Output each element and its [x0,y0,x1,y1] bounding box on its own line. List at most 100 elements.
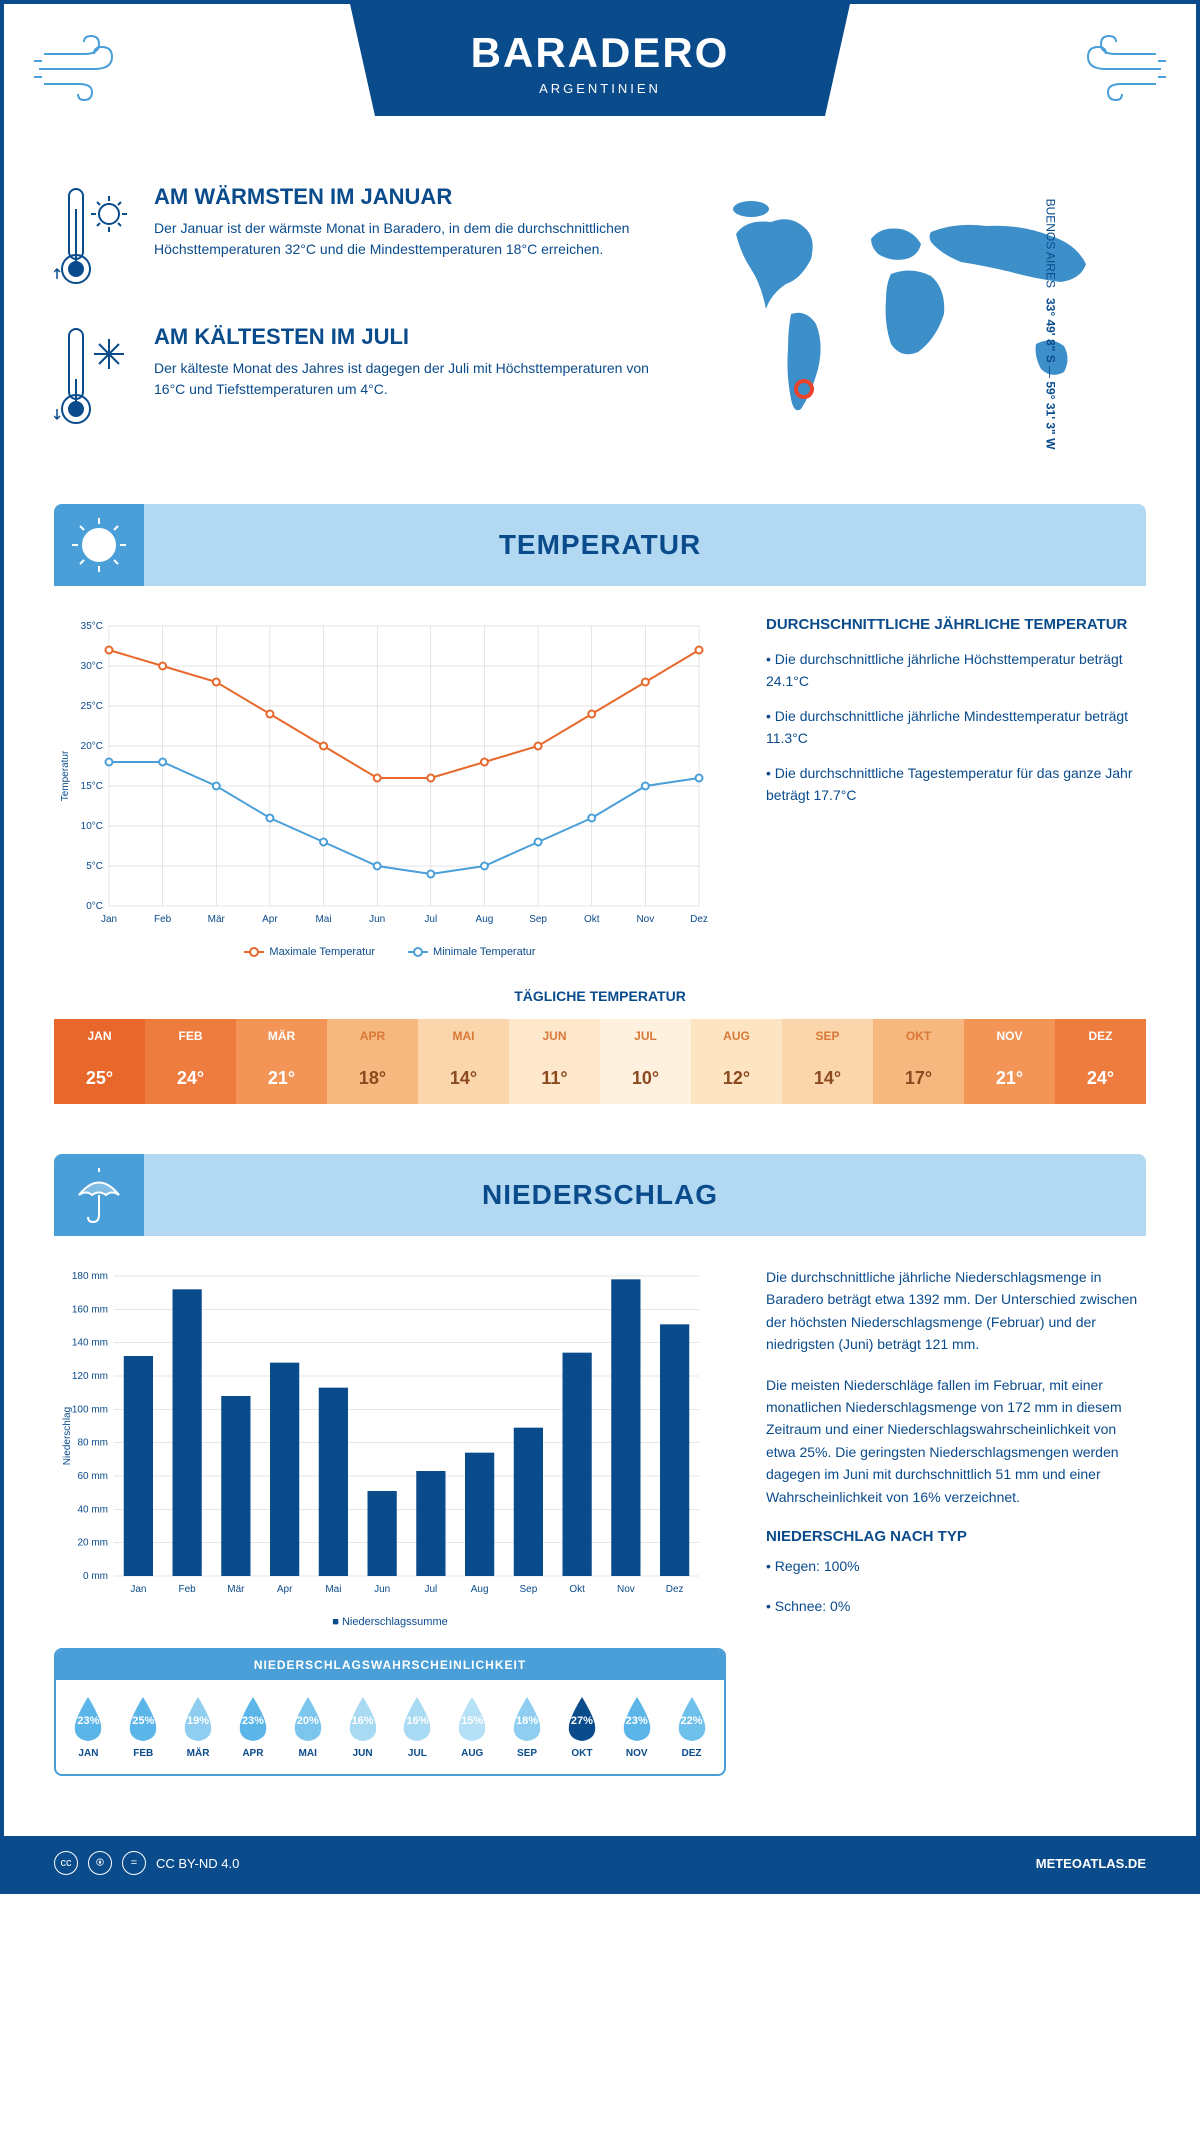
temperature-title: TEMPERATUR [79,529,1121,561]
page-footer: cc 🅯 = CC BY-ND 4.0 METEOATLAS.DE [4,1836,1196,1890]
prob-drop: 22%DEZ [664,1695,719,1759]
thermometer-cold-icon [54,324,134,434]
prob-drop: 15%AUG [445,1695,500,1759]
temp-bullet: • Die durchschnittliche jährliche Mindes… [766,705,1146,750]
prob-drop: 18%SEP [500,1695,555,1759]
svg-text:Jun: Jun [369,914,385,925]
svg-text:Sep: Sep [529,914,547,925]
svg-text:Jan: Jan [101,914,117,925]
svg-text:Aug: Aug [476,914,494,925]
precip-para: Die durchschnittliche jährliche Niedersc… [766,1266,1146,1356]
svg-text:Nov: Nov [617,1584,635,1595]
svg-text:Jan: Jan [130,1584,146,1595]
daily-temp-cell: SEP14° [782,1019,873,1104]
svg-text:Apr: Apr [262,914,278,925]
license-label: CC BY-ND 4.0 [156,1856,239,1871]
svg-text:60 mm: 60 mm [77,1471,108,1482]
precip-type-item: • Schnee: 0% [766,1595,1146,1617]
thermometer-hot-icon [54,184,134,294]
svg-text:80 mm: 80 mm [77,1438,108,1449]
daily-temp-table: JAN25°FEB24°MÄR21°APR18°MAI14°JUN11°JUL1… [54,1019,1146,1104]
prob-drop: 16%JUL [390,1695,445,1759]
world-map: BUENOS AIRES 33° 49' 8" S — 59° 31' 3" W [696,184,1146,464]
svg-text:25°C: 25°C [81,701,103,712]
precip-type-title: NIEDERSCHLAG NACH TYP [766,1528,1146,1545]
country-subtitle: ARGENTINIEN [390,81,810,96]
svg-text:0 mm: 0 mm [83,1571,108,1582]
prob-drop: 25%FEB [116,1695,171,1759]
svg-text:160 mm: 160 mm [72,1304,108,1315]
temp-info-title: DURCHSCHNITTLICHE JÄHRLICHE TEMPERATUR [766,616,1146,633]
svg-text:Mär: Mär [208,914,226,925]
svg-text:Dez: Dez [690,914,708,925]
svg-text:Okt: Okt [584,914,600,925]
prob-drop: 23%JAN [61,1695,116,1759]
prob-drop: 16%JUN [335,1695,390,1759]
svg-text:Feb: Feb [154,914,172,925]
site-label: METEOATLAS.DE [1036,1856,1146,1871]
wind-icon [34,34,134,104]
temperature-line-chart: 0°C5°C10°C15°C20°C25°C30°C35°CJanFebMärA… [54,616,726,958]
svg-text:35°C: 35°C [81,621,103,632]
svg-text:140 mm: 140 mm [72,1338,108,1349]
daily-temp-cell: JUL10° [600,1019,691,1104]
temp-bullet: • Die durchschnittliche jährliche Höchst… [766,648,1146,693]
title-banner: BARADERO ARGENTINIEN [350,4,850,116]
daily-temp-cell: MÄR21° [236,1019,327,1104]
daily-temp-cell: OKT17° [873,1019,964,1104]
legend-max-label: Maximale Temperatur [269,946,375,958]
legend-min-label: Minimale Temperatur [433,946,536,958]
svg-text:Apr: Apr [277,1584,293,1595]
svg-text:Aug: Aug [471,1584,489,1595]
page-header: BARADERO ARGENTINIEN [4,4,1196,184]
svg-text:15°C: 15°C [81,781,103,792]
prob-title: NIEDERSCHLAGSWAHRSCHEINLICHKEIT [56,1650,724,1680]
svg-text:Jul: Jul [424,914,437,925]
svg-text:5°C: 5°C [86,861,103,872]
precip-bar-chart: 0 mm20 mm40 mm60 mm80 mm100 mm120 mm140 … [54,1266,726,1628]
warmest-text: Der Januar ist der wärmste Monat in Bara… [154,218,656,260]
svg-text:Temperatur: Temperatur [60,750,71,801]
daily-temp-title: TÄGLICHE TEMPERATUR [54,988,1146,1004]
svg-text:20°C: 20°C [81,741,103,752]
svg-text:Jun: Jun [374,1584,390,1595]
svg-text:Niederschlag: Niederschlag [62,1407,73,1465]
daily-temp-cell: DEZ24° [1055,1019,1146,1104]
svg-text:Mai: Mai [325,1584,341,1595]
coldest-text: Der kälteste Monat des Jahres ist dagege… [154,358,656,400]
svg-text:Nov: Nov [636,914,654,925]
precip-type-item: • Regen: 100% [766,1555,1146,1577]
svg-text:Sep: Sep [519,1584,537,1595]
svg-text:20 mm: 20 mm [77,1538,108,1549]
svg-text:Jul: Jul [424,1584,437,1595]
warmest-title: AM WÄRMSTEN IM JANUAR [154,184,656,210]
svg-text:Feb: Feb [179,1584,197,1595]
daily-temp-cell: MAI14° [418,1019,509,1104]
prob-drop: 20%MAI [280,1695,335,1759]
daily-temp-cell: APR18° [327,1019,418,1104]
svg-text:Mai: Mai [315,914,331,925]
svg-text:100 mm: 100 mm [72,1404,108,1415]
warmest-block: AM WÄRMSTEN IM JANUAR Der Januar ist der… [54,184,656,294]
nd-icon: = [122,1851,146,1875]
precip-title: NIEDERSCHLAG [79,1179,1121,1211]
svg-text:10°C: 10°C [81,821,103,832]
svg-text:40 mm: 40 mm [77,1504,108,1515]
svg-text:180 mm: 180 mm [72,1271,108,1282]
coldest-block: AM KÄLTESTEN IM JULI Der kälteste Monat … [54,324,656,434]
coordinates-label: BUENOS AIRES 33° 49' 8" S — 59° 31' 3" W [1044,199,1058,450]
temp-bullet: • Die durchschnittliche Tagestemperatur … [766,762,1146,807]
daily-temp-cell: NOV21° [964,1019,1055,1104]
precip-section-header: NIEDERSCHLAG [54,1154,1146,1236]
precip-para: Die meisten Niederschläge fallen im Febr… [766,1374,1146,1508]
svg-text:Dez: Dez [666,1584,684,1595]
wind-icon [1066,34,1166,104]
daily-temp-cell: AUG12° [691,1019,782,1104]
city-title: BARADERO [390,29,810,77]
svg-text:Mär: Mär [227,1584,245,1595]
cc-icon: cc [54,1851,78,1875]
prob-drop: 19%MÄR [171,1695,226,1759]
prob-drop: 23%APR [225,1695,280,1759]
svg-text:30°C: 30°C [81,661,103,672]
precip-legend: Niederschlagssumme [342,1616,448,1628]
